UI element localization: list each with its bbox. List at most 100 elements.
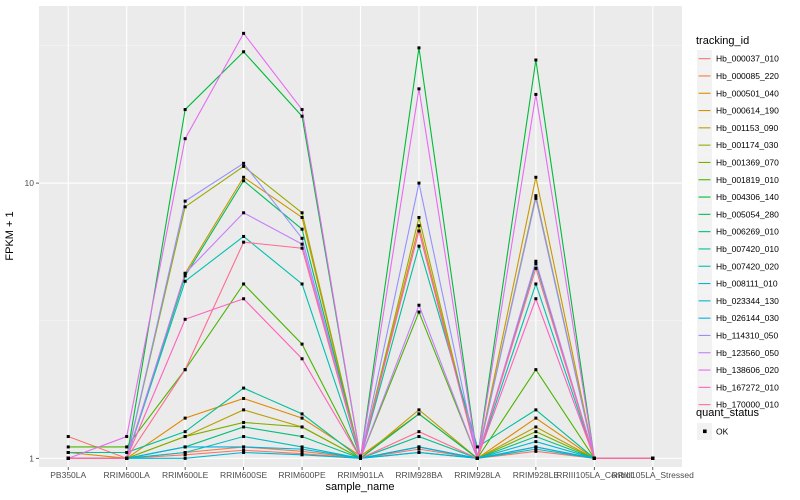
x-tick-label: RRIII105LA_Control [556,470,632,480]
legend-items: Hb_000037_010 Hb_000085_220 Hb_000501_040 H… [697,50,779,414]
data-point-Hb_001153_090 [534,425,538,429]
legend-label: Hb_004306_140 [716,192,779,202]
data-point-Hb_004306_140 [183,108,187,112]
y-tick-label: 1 [29,453,34,463]
data-point-Hb_007420_010 [300,412,304,416]
legend-label: Hb_023344_130 [716,296,779,306]
data-point-Hb_004306_140 [242,50,246,54]
data-point-Hb_007420_010 [475,445,479,449]
data-point-Hb_008111_010 [300,445,304,449]
data-point-Hb_001819_010 [534,368,538,372]
data-point-Hb_023344_130 [300,453,304,457]
data-point-Hb_000614_190 [242,175,246,179]
data-point-Hb_114310_050 [183,199,187,203]
data-point-Hb_007420_020 [242,234,246,238]
data-point-Hb_001819_010 [417,310,421,314]
data-point-Hb_007420_010 [183,430,187,434]
data-point-Hb_138606_020 [300,108,304,112]
data-point-Hb_001174_030 [242,164,246,168]
data-point-Hb_026144_030 [242,445,246,449]
data-point-Hb_026144_030 [183,445,187,449]
data-point-Hb_138606_020 [125,435,129,439]
data-point-Hb_004306_140 [417,46,421,50]
legend-label: Hb_123560_050 [716,348,779,358]
data-point-Hb_167272_010 [300,357,304,361]
data-point-Hb_114310_050 [242,161,246,165]
legend-label: Hb_001819_010 [716,175,779,185]
data-point-Hb_170000_010 [183,368,187,372]
data-point-Hb_026144_030 [417,445,421,449]
data-point-Hb_138606_020 [242,31,246,35]
legend-label: Hb_000501_040 [716,88,779,98]
data-point-Hb_170000_010 [300,246,304,250]
data-point-Hb_007420_010 [66,450,70,454]
data-point-Hb_123560_050 [183,271,187,275]
data-point-Hb_005054_280 [534,262,538,266]
data-point-Hb_006269_010 [300,435,304,439]
legend-label: Hb_000614_190 [716,106,779,116]
data-point-Hb_170000_010 [534,266,538,270]
data-point-Hb_167272_010 [242,297,246,301]
x-tick-label: RRIM901LA [337,470,384,480]
data-point-Hb_167272_010 [534,297,538,301]
data-point-Hb_001819_010 [66,445,70,449]
data-point-Hb_000501_040 [183,416,187,420]
legend-label: Hb_167272_010 [716,382,779,392]
data-point-Hb_008111_010 [183,450,187,454]
data-point-Hb_000614_190 [300,215,304,219]
data-point-Hb_001174_030 [183,205,187,209]
data-point-Hb_000501_040 [300,416,304,420]
axis-layer: 1 10 PB350LA RRIM600LA RRIM600LE RRIM600SE RRI… [25,178,695,480]
data-point-Hb_114310_050 [300,236,304,240]
data-point-Hb_007420_020 [417,435,421,439]
data-point-Hb_000085_220 [300,449,304,453]
legend2-title: quant_status [696,407,759,419]
data-point-Hb_000501_040 [534,416,538,420]
legend-label: Hb_005054_280 [716,209,779,219]
data-point-Hb_170000_010 [242,240,246,244]
data-point-Hb_000501_040 [242,396,246,400]
data-point-Hb_023344_130 [417,450,421,454]
x-axis-title: sample_name [325,481,394,493]
y-axis-title: FPKM + 1 [4,211,16,260]
data-point-Hb_123560_050 [242,211,246,215]
x-tick-label: RRIM928LE [513,470,560,480]
data-point-Hb_001369_070 [534,430,538,434]
data-point-Hb_026144_030 [300,447,304,451]
data-point-Hb_006269_010 [534,435,538,439]
data-point-Hb_001369_070 [183,435,187,439]
legend-label: Hb_026144_030 [716,313,779,323]
data-point-Hb_004306_140 [534,58,538,62]
x-tick-label: RRIM928LA [454,470,501,480]
data-point-Hb_001819_010 [242,282,246,286]
data-point-Hb_006269_010 [242,425,246,429]
data-point-Hb_005054_280 [417,412,421,416]
legend-label: Hb_000085_220 [716,71,779,81]
data-point-Hb_008111_010 [534,447,538,451]
data-point-Hb_167272_010 [183,317,187,321]
data-point-Hb_000037_010 [183,453,187,457]
data-point-Hb_007420_010 [125,450,129,454]
data-point-Hb_000614_190 [417,224,421,228]
data-point-Hb_170000_010 [592,456,596,460]
data-point-Hb_000037_010 [242,448,246,452]
data-point-Hb_167272_010 [417,229,421,233]
data-point-Hb_000037_010 [417,447,421,451]
x-tick-label: RRIM600LE [162,470,209,480]
x-tick-label: RRIM928BA [395,470,443,480]
data-point-Hb_170000_010 [475,456,479,460]
data-point-Hb_001819_010 [300,342,304,346]
legend2-label: OK [716,427,729,437]
y-tick-label: 10 [25,178,35,188]
x-tick-label: RRIM600SE [220,470,268,480]
data-point-Hb_123560_050 [300,242,304,246]
legend-title: tracking_id [696,35,749,47]
data-point-Hb_001153_090 [242,408,246,412]
data-point-Hb_007420_020 [300,282,304,286]
data-point-Hb_001819_010 [125,445,129,449]
data-point-Hb_007420_010 [534,408,538,412]
legend-label: Hb_008111_010 [716,279,778,289]
data-point-Hb_001174_030 [417,215,421,219]
